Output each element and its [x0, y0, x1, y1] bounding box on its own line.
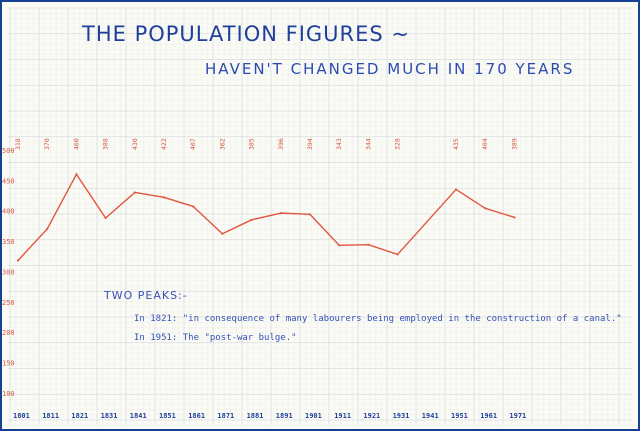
data-point [454, 188, 458, 191]
y-tick-label: 250 [2, 299, 15, 307]
data-point [46, 227, 49, 231]
data-point [162, 196, 166, 199]
population-line [17, 173, 515, 261]
x-tick-label: 1921 [363, 412, 380, 420]
x-tick-label: 1911 [334, 412, 351, 420]
y-tick-label: 200 [2, 329, 15, 337]
x-tick-label: 1831 [101, 412, 118, 420]
data-point [75, 173, 78, 176]
point-value-label: 404 [481, 138, 489, 150]
chart-subtitle: HAVEN'T CHANGED MUCH IN 170 YEARS [205, 60, 575, 78]
data-point [221, 232, 224, 235]
annotation-heading: TWO PEAKS:- [104, 289, 188, 302]
x-tick-label: 1951 [451, 412, 468, 420]
point-value-label: 328 [394, 138, 402, 150]
data-point [396, 253, 399, 256]
data-point [279, 212, 282, 215]
x-tick-label: 1821 [71, 412, 88, 420]
y-tick-label: 500 [2, 147, 15, 155]
x-tick-label: 1801 [13, 412, 30, 420]
data-point [250, 218, 253, 221]
point-value-label: 388 [102, 138, 110, 150]
grid [8, 7, 632, 426]
point-value-label: 407 [189, 138, 197, 150]
data-point [484, 207, 487, 210]
x-tick-label: 1861 [188, 412, 205, 420]
x-tick-label: 1891 [276, 412, 293, 420]
x-tick-label: 1961 [480, 412, 497, 420]
x-tick-label: 1941 [422, 412, 439, 420]
x-tick-label: 1971 [509, 412, 526, 420]
y-tick-label: 450 [2, 177, 15, 185]
x-tick-label: 1931 [393, 412, 410, 420]
point-value-label: 343 [335, 138, 343, 150]
x-tick-label: 1851 [159, 412, 176, 420]
data-point [367, 243, 370, 246]
chart-title: THE POPULATION FIGURES ~ [82, 22, 411, 46]
data-point [308, 213, 312, 216]
point-value-label: 394 [306, 138, 314, 150]
point-value-label: 430 [131, 138, 139, 150]
point-value-label: 385 [248, 138, 256, 150]
data-point [513, 216, 516, 219]
point-value-label: 422 [160, 138, 168, 150]
x-tick-label: 1901 [305, 412, 322, 420]
x-tick-label: 1811 [42, 412, 59, 420]
annotation-note-1821: In 1821: "in consequence of many laboure… [134, 314, 622, 324]
annotation-note-1951: In 1951: The "post-war bulge." [134, 333, 297, 343]
point-value-label: 370 [43, 138, 51, 150]
x-tick-label: 1841 [130, 412, 147, 420]
data-point [104, 216, 107, 220]
y-tick-label: 150 [2, 359, 15, 367]
y-tick-label: 300 [2, 268, 15, 276]
data-point [133, 191, 136, 194]
y-tick-label: 100 [2, 390, 15, 398]
data-point [16, 259, 20, 262]
point-value-label: 344 [364, 138, 372, 150]
data-point [338, 244, 341, 247]
data-point [192, 205, 195, 208]
point-value-label: 396 [277, 138, 285, 150]
x-tick-label: 1881 [247, 412, 264, 420]
point-value-label: 460 [72, 138, 80, 150]
point-value-label: 389 [510, 138, 518, 150]
y-tick-label: 350 [2, 238, 15, 246]
y-tick-label: 400 [2, 208, 15, 216]
point-value-label: 362 [218, 138, 226, 150]
point-value-label: 435 [452, 138, 460, 150]
x-tick-label: 1871 [217, 412, 234, 420]
point-value-label: 318 [14, 138, 22, 150]
